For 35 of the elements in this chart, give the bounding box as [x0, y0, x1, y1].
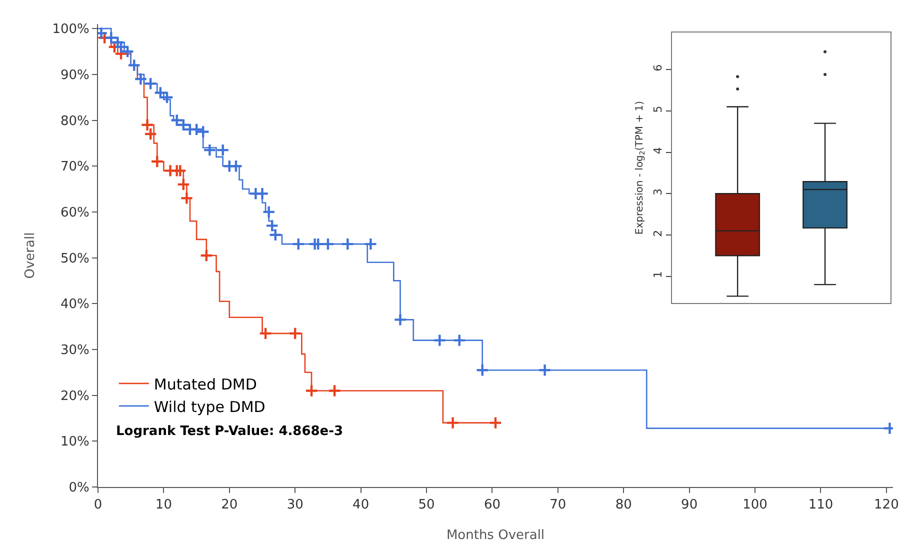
x-tick-label: 60	[484, 498, 500, 513]
y-tick-label: 100%	[52, 22, 90, 38]
y-tick-label: 6	[652, 64, 665, 72]
y-tick-label: 3	[652, 188, 665, 196]
legend-label: Mutated DMD	[154, 375, 257, 394]
y-axis-title: Overall	[23, 232, 38, 279]
y-tick-label: 60%	[60, 206, 90, 220]
y-tick-label: 1	[652, 271, 665, 278]
x-tick-label: 70	[550, 498, 566, 513]
y-tick-label: 2	[652, 230, 665, 237]
y-tick-label: 20%	[60, 388, 90, 404]
x-tick-label: 50	[418, 498, 435, 513]
x-tick-label: 30	[286, 498, 304, 513]
legend-label: Wild type DMD	[154, 398, 266, 416]
y-tick-label: 5	[652, 106, 665, 113]
x-tick-label: 110	[808, 498, 834, 513]
x-tick-label: 90	[681, 498, 698, 513]
y-tick-label: 80%	[60, 114, 90, 129]
x-tick-label: 80	[615, 498, 632, 513]
x-tick-label: 120	[874, 498, 899, 513]
annotation: Logrank Test P-Value: 4.868e-3	[116, 424, 344, 439]
y-tick-label: 70%	[60, 160, 90, 175]
x-tick-label: 0	[94, 498, 102, 513]
y-tick-label: 4	[652, 147, 665, 154]
y-tick-label: 0%	[68, 480, 90, 496]
x-tick-label: 100	[742, 498, 768, 513]
y-tick-label: 10%	[60, 434, 90, 450]
y-tick-label: 90%	[60, 68, 90, 83]
x-tick-label: 40	[352, 498, 370, 513]
y-tick-label: 50%	[60, 251, 90, 266]
x-axis-title: Months Overall	[446, 528, 545, 544]
y-tick-label: 40%	[60, 297, 90, 312]
y-tick-label: 30%	[60, 343, 90, 358]
x-tick-label: 20	[221, 498, 238, 513]
x-tick-label: 10	[155, 498, 172, 513]
